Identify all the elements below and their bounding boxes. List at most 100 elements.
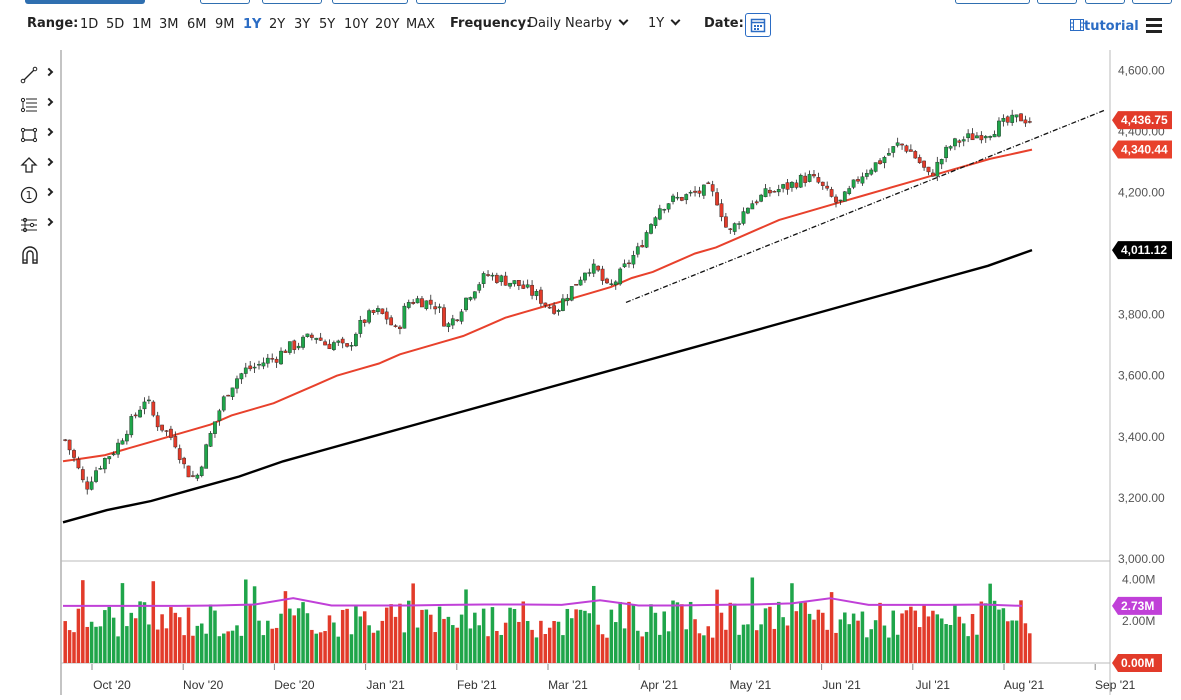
counter-tool[interactable]: 1 [20, 183, 60, 207]
volume-bar [926, 616, 931, 663]
range-max[interactable]: MAX [406, 17, 436, 32]
time-tick-label: Jun '21 [822, 678, 861, 692]
volume-bar [781, 617, 785, 663]
volume-bar [393, 616, 398, 663]
time-tick-label: Mar '21 [548, 678, 588, 692]
candle-body [133, 414, 138, 417]
range-1m[interactable]: 1M [132, 17, 152, 32]
candle-body [781, 184, 786, 189]
candle-body [124, 433, 129, 442]
measure-tool[interactable] [20, 213, 60, 237]
range-10y[interactable]: 10Y [344, 17, 369, 32]
candle-body [556, 310, 561, 312]
calendar-icon [750, 18, 766, 33]
candle-body [309, 334, 314, 338]
volume-bar [803, 602, 807, 663]
volume-bar [953, 604, 957, 663]
trendline[interactable] [625, 109, 1106, 304]
draw-line-tool[interactable] [20, 63, 60, 87]
price-chart[interactable]: 4,600.004,400.004,200.004,000.003,800.00… [0, 50, 1181, 700]
date-picker-button[interactable] [745, 13, 771, 37]
trendline-path [625, 109, 1106, 304]
volume-bar [349, 634, 354, 663]
volume-ma-path [63, 597, 1023, 607]
candle-body [600, 268, 605, 281]
range-3y[interactable]: 3Y [294, 17, 311, 32]
candle-body [164, 430, 169, 432]
range-5y[interactable]: 5Y [319, 17, 336, 32]
volume-bar [979, 601, 984, 663]
period-select[interactable]: 1Y [648, 15, 681, 31]
rectangle-tool[interactable] [20, 123, 60, 147]
candle-body [1010, 114, 1015, 123]
fibonacci-tool[interactable] [20, 93, 60, 117]
volume-bar [658, 634, 662, 663]
candle-body [948, 146, 953, 149]
candle-body [173, 436, 178, 448]
range-2y[interactable]: 2Y [269, 17, 286, 32]
candle-body [807, 174, 812, 182]
tutorial-link[interactable]: tutorial [1070, 19, 1139, 34]
volume-bar [939, 618, 944, 663]
top-tab[interactable] [332, 0, 408, 4]
range-1d[interactable]: 1D [80, 17, 99, 32]
candle-body [67, 439, 72, 451]
candle-body [63, 439, 68, 441]
top-tab[interactable] [955, 0, 1030, 4]
range-9m[interactable]: 9M [215, 17, 235, 32]
range-1y[interactable]: 1Y [243, 17, 262, 32]
volume-bar [116, 636, 120, 663]
top-tab[interactable] [200, 0, 250, 4]
candle-body [503, 275, 508, 286]
volume-bar [821, 612, 825, 663]
frequency-select[interactable]: Daily Nearby [528, 15, 629, 31]
volume-bar [904, 610, 909, 663]
volume-tick-label: 2.00M [1122, 614, 1155, 628]
candle-body [494, 274, 499, 283]
top-tab[interactable] [1132, 0, 1172, 4]
range-5d[interactable]: 5D [106, 17, 125, 32]
volume-bar [503, 622, 508, 663]
volume-bar [605, 637, 609, 663]
candle-body [662, 209, 667, 211]
candle-body [270, 358, 275, 360]
top-tab[interactable] [262, 0, 322, 4]
volume-bar [459, 614, 464, 663]
hamburger-menu-icon[interactable] [1146, 18, 1162, 36]
top-tab-active[interactable] [25, 0, 145, 4]
volume-bar [327, 615, 332, 663]
volume-bar [790, 583, 794, 663]
candle-body [653, 217, 658, 226]
candle-body [199, 466, 204, 476]
range-3m[interactable]: 3M [159, 17, 179, 32]
arrow-up-icon [20, 157, 38, 173]
candle-body [1023, 119, 1028, 124]
top-tab[interactable] [1037, 0, 1077, 4]
candle-body [926, 166, 931, 173]
candle-body [499, 275, 504, 283]
volume-bar [270, 628, 274, 663]
volume-bar [437, 606, 442, 663]
volume-bar [935, 614, 940, 663]
volume-ma-label-bg [1112, 596, 1162, 615]
candle-body [543, 302, 548, 306]
candle-body [287, 341, 292, 353]
volume-bar [983, 603, 988, 663]
candle-body [261, 362, 266, 367]
volume-bar [451, 625, 455, 663]
volume-bar [609, 609, 614, 663]
magnet-tool[interactable] [20, 243, 60, 267]
price-tick-label: 3,200.00 [1118, 491, 1165, 505]
candle-body [842, 191, 847, 202]
range-20y[interactable]: 20Y [375, 17, 400, 32]
top-tab[interactable] [1085, 0, 1125, 4]
range-6m[interactable]: 6M [187, 17, 207, 32]
volume-bar [543, 634, 548, 663]
arrow-tool[interactable] [20, 153, 60, 177]
top-tab[interactable] [416, 0, 506, 4]
volume-bar [838, 619, 843, 663]
volume-bar [798, 601, 803, 663]
candle-body [776, 189, 781, 193]
volume-bar [671, 600, 675, 663]
volume-bar [279, 613, 283, 663]
